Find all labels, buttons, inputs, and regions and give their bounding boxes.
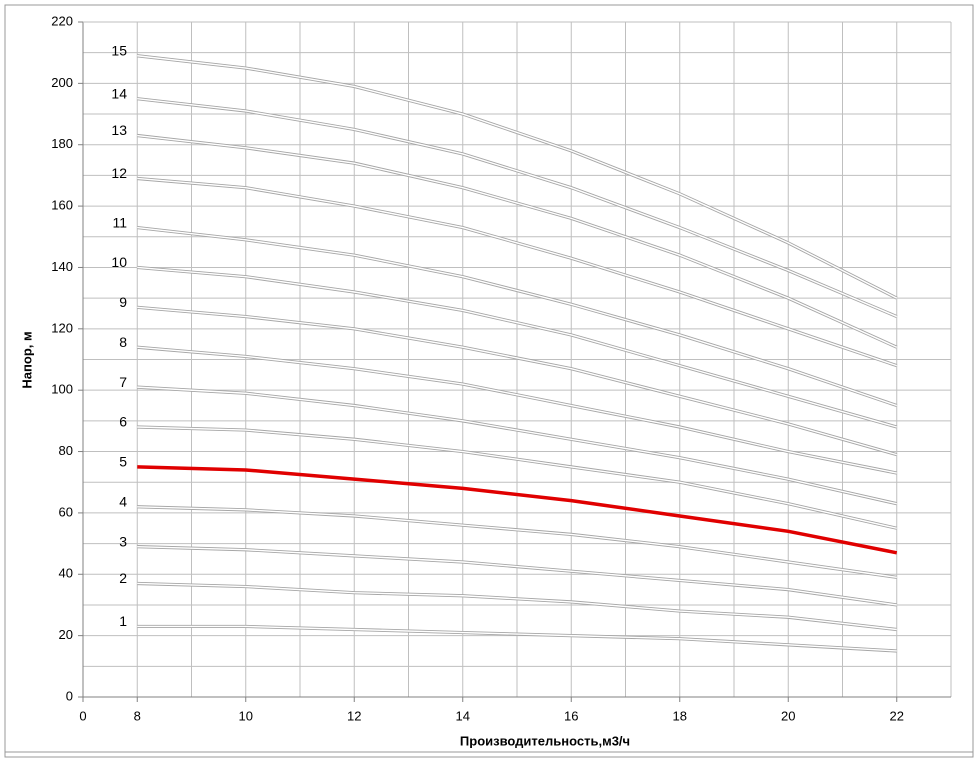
x-tick-label: 0	[79, 708, 86, 723]
line	[137, 55, 898, 299]
line	[137, 266, 897, 428]
line	[137, 134, 898, 348]
series-label: 14	[111, 85, 127, 101]
series-label: 10	[111, 254, 127, 270]
plot	[137, 54, 898, 653]
line	[137, 98, 898, 318]
y-tick-label: 100	[51, 382, 73, 397]
y-tick-label: 200	[51, 75, 73, 90]
line	[137, 506, 897, 579]
series-label: 3	[119, 533, 127, 549]
series-label: 1	[119, 613, 127, 629]
series-label: 7	[119, 374, 127, 390]
x-tick-label: 10	[239, 708, 253, 723]
line	[137, 226, 897, 407]
y-tick-label: 120	[51, 320, 73, 335]
line	[137, 426, 897, 529]
x-tick-label: 12	[347, 708, 361, 723]
series-label: 6	[119, 414, 127, 430]
chart-border	[4, 4, 974, 758]
line	[137, 346, 897, 474]
line	[137, 465, 898, 555]
series-label: 11	[112, 214, 127, 230]
x-axis-title: Производительность,м3/ч	[460, 733, 630, 748]
y-tick-label: 140	[51, 259, 73, 274]
line	[137, 306, 897, 456]
x-tick-label: 16	[564, 708, 578, 723]
y-tick-label: 20	[59, 627, 73, 642]
series-label: 13	[111, 122, 127, 138]
x-tick-label: 14	[456, 708, 470, 723]
y-tick-label: 180	[51, 136, 73, 151]
series-label: 12	[111, 165, 127, 181]
series-label: 8	[119, 334, 127, 350]
y-tick-label: 60	[59, 504, 73, 519]
y-tick-label: 40	[59, 566, 73, 581]
line	[137, 545, 897, 606]
series-label: 5	[119, 454, 127, 470]
line	[137, 625, 897, 652]
x-tick-label: 18	[673, 708, 687, 723]
y-tick-label: 80	[59, 443, 73, 458]
y-tick-label: 0	[66, 688, 73, 703]
y-tick-label: 220	[51, 13, 73, 28]
series-label: 2	[119, 570, 127, 586]
x-tick-label: 8	[134, 708, 141, 723]
series-label: 4	[119, 493, 127, 509]
y-tick-label: 160	[51, 198, 73, 213]
x-tick-label: 22	[890, 708, 904, 723]
x-tick-label: 20	[781, 708, 795, 723]
line	[137, 386, 897, 505]
line	[137, 177, 897, 367]
y-axis-title: Напор, м	[19, 331, 34, 388]
series-label: 9	[119, 294, 127, 310]
line	[137, 582, 897, 631]
series-label: 15	[111, 42, 127, 58]
